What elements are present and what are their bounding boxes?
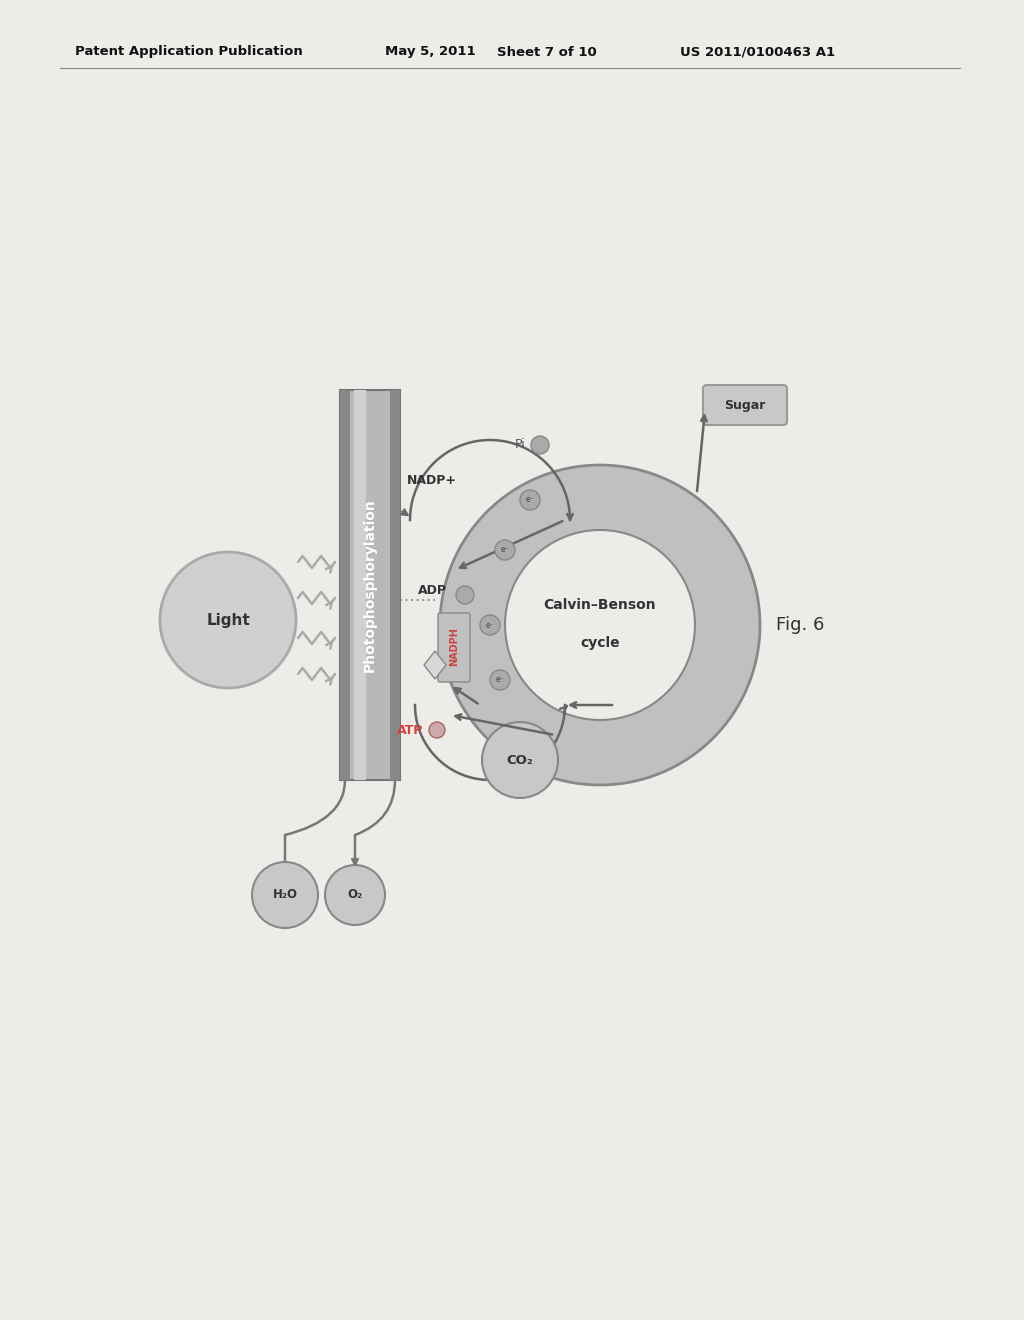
Text: ADP: ADP [418,583,446,597]
Text: NADPH: NADPH [449,627,459,667]
Polygon shape [340,389,400,780]
Text: NADP+: NADP+ [407,474,457,487]
Circle shape [505,531,695,719]
Text: Light: Light [206,612,250,627]
Text: May 5, 2011: May 5, 2011 [385,45,475,58]
Text: cycle: cycle [581,636,620,649]
Circle shape [482,722,558,799]
Circle shape [252,862,318,928]
Polygon shape [424,651,446,678]
FancyBboxPatch shape [438,612,470,682]
Text: e⁻: e⁻ [485,620,495,630]
Text: Sugar: Sugar [724,399,766,412]
Text: CO₂: CO₂ [507,754,534,767]
Circle shape [440,465,760,785]
Circle shape [325,865,385,925]
Circle shape [531,436,549,454]
Text: US 2011/0100463 A1: US 2011/0100463 A1 [680,45,836,58]
Text: e⁻: e⁻ [496,676,504,685]
Circle shape [490,671,510,690]
Text: e⁻: e⁻ [525,495,535,504]
Text: Fig. 6: Fig. 6 [776,616,824,634]
Circle shape [429,722,445,738]
Circle shape [480,615,500,635]
Polygon shape [340,389,350,780]
Text: Patent Application Publication: Patent Application Publication [75,45,303,58]
Text: Photophosphorylation: Photophosphorylation [362,498,377,672]
Polygon shape [390,389,400,780]
Circle shape [456,586,474,605]
Text: Sheet 7 of 10: Sheet 7 of 10 [497,45,597,58]
Circle shape [520,490,540,510]
Text: Calvin–Benson: Calvin–Benson [544,598,656,612]
Circle shape [160,552,296,688]
Text: Pi: Pi [515,438,525,451]
FancyBboxPatch shape [703,385,787,425]
Text: H₂O: H₂O [272,888,298,902]
Text: e⁻: e⁻ [501,545,509,554]
Polygon shape [354,389,366,780]
Circle shape [495,540,515,560]
Text: O₂: O₂ [347,888,362,902]
Text: ATP: ATP [397,723,423,737]
